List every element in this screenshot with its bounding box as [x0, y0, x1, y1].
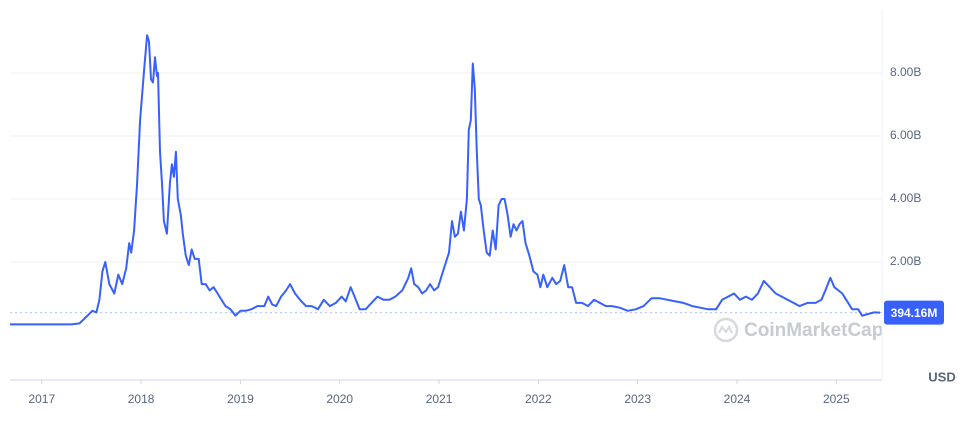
y-tick-label: 2.00B	[890, 254, 921, 268]
x-tick-label: 2023	[624, 392, 651, 406]
x-tick-label: 2019	[227, 392, 254, 406]
x-tick-label: 2025	[823, 392, 850, 406]
x-tick-label: 2020	[326, 392, 353, 406]
x-tick-label: 2017	[28, 392, 55, 406]
line-series	[10, 34, 881, 326]
x-tick-label: 2024	[724, 392, 751, 406]
price-label: 394.16M	[891, 306, 938, 320]
watermark-logo	[713, 317, 739, 343]
currency-label: USD	[928, 369, 955, 384]
price-badge	[884, 300, 944, 325]
y-tick-label: 8.00B	[890, 65, 921, 79]
watermark: CoinMarketCap	[744, 320, 883, 341]
x-tick-label: 2018	[128, 392, 155, 406]
y-tick-label: 4.00B	[890, 191, 921, 205]
y-tick-label: 6.00B	[890, 128, 921, 142]
x-tick-label: 2022	[525, 392, 552, 406]
x-tick-label: 2021	[426, 392, 453, 406]
